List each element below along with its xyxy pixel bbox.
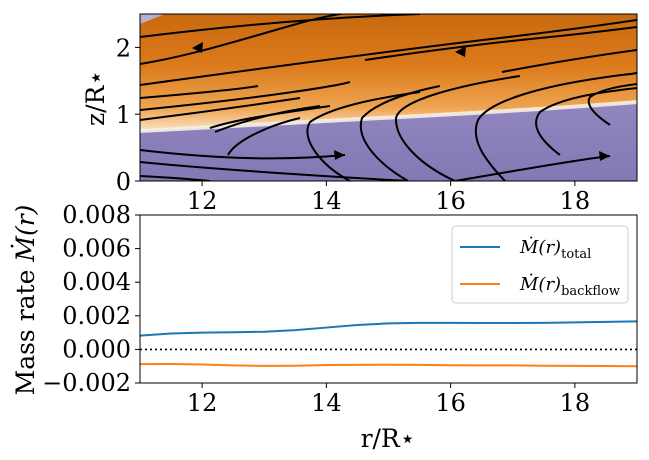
top-panel: 12 14 16 18 012 z/R⋆ xyxy=(81,13,638,215)
streamline xyxy=(140,85,259,99)
series-line-total xyxy=(140,320,637,337)
streamline xyxy=(501,49,637,73)
streamline-arrows xyxy=(192,42,610,161)
top-y-tick-label: 2 xyxy=(116,34,131,62)
streamline-arrow xyxy=(599,151,610,161)
streamline xyxy=(140,14,348,65)
bottom-panel: 12 14 16 18 −0.002 0.000 0.002 0.004 0.006 0.008… xyxy=(11,201,638,453)
bottom-y-tick-label: 0.002 xyxy=(62,302,131,330)
top-x-tick-label: 18 xyxy=(560,187,591,215)
bottom-y-tick-label: 0.000 xyxy=(62,335,131,363)
bottom-y-tick-label: 0.004 xyxy=(62,268,131,296)
top-x-ticks: 12 14 16 18 xyxy=(187,181,590,215)
streamline xyxy=(227,117,301,156)
x-axis-label: r/R⋆ xyxy=(361,424,416,453)
streamline-arrow xyxy=(455,46,466,57)
legend: Ṁ(r)total Ṁ(r)backflow xyxy=(451,225,629,304)
streamline xyxy=(454,155,611,181)
top-x-tick-label: 14 xyxy=(311,187,342,215)
bottom-y-ticks: −0.002 0.000 0.002 0.004 0.006 0.008 xyxy=(42,201,140,397)
streamline xyxy=(535,87,637,156)
series-line-backflow xyxy=(140,363,637,368)
streamline xyxy=(587,83,637,126)
bottom-y-tick-label: 0.008 xyxy=(62,201,131,229)
streamline xyxy=(140,161,409,181)
streamline xyxy=(140,97,301,121)
bottom-x-tick-label: 18 xyxy=(560,389,591,417)
legend-label-backflow: Ṁ(r)backflow xyxy=(519,272,620,299)
top-y-tick-label: 0 xyxy=(116,168,131,196)
bottom-y-tick-label: −0.002 xyxy=(42,369,131,397)
heatmap-corner xyxy=(140,14,165,24)
top-y-tick-label: 1 xyxy=(116,101,131,129)
streamline xyxy=(140,81,351,111)
streamline xyxy=(209,105,331,129)
streamline xyxy=(306,91,421,181)
bottom-axes-frame xyxy=(139,214,638,384)
top-y-ticks: 0 1 2 xyxy=(116,34,140,196)
streamline xyxy=(364,26,637,61)
streamline xyxy=(394,75,521,181)
streamline xyxy=(359,85,441,181)
streamline xyxy=(140,14,421,38)
bottom-x-ticks: 12 14 16 18 xyxy=(187,383,590,417)
top-axes-frame xyxy=(139,13,638,182)
legend-items: Ṁ(r)total Ṁ(r)backflow xyxy=(460,235,620,299)
legend-label-total: Ṁ(r)total xyxy=(519,235,591,262)
top-x-tick-label: 12 xyxy=(187,187,218,215)
bottom-x-tick-label: 14 xyxy=(311,389,342,417)
streamline-arrow xyxy=(334,150,345,160)
bottom-y-axis-label: Mass rate Ṁ(r) xyxy=(11,205,40,396)
streamlines xyxy=(140,14,637,181)
heatmap-field xyxy=(140,14,637,181)
bottom-y-tick-label: 0.006 xyxy=(62,235,131,263)
streamline-arrow xyxy=(192,42,203,53)
bottom-x-tick-label: 12 xyxy=(187,389,218,417)
streamline xyxy=(474,72,637,181)
top-x-tick-label: 16 xyxy=(435,187,466,215)
bottom-x-tick-label: 16 xyxy=(435,389,466,417)
heatmap-upper-region xyxy=(140,14,637,131)
top-y-axis-label: z/R⋆ xyxy=(81,70,110,126)
series-lines xyxy=(140,320,637,368)
streamline xyxy=(140,19,637,86)
streamline xyxy=(140,149,346,160)
